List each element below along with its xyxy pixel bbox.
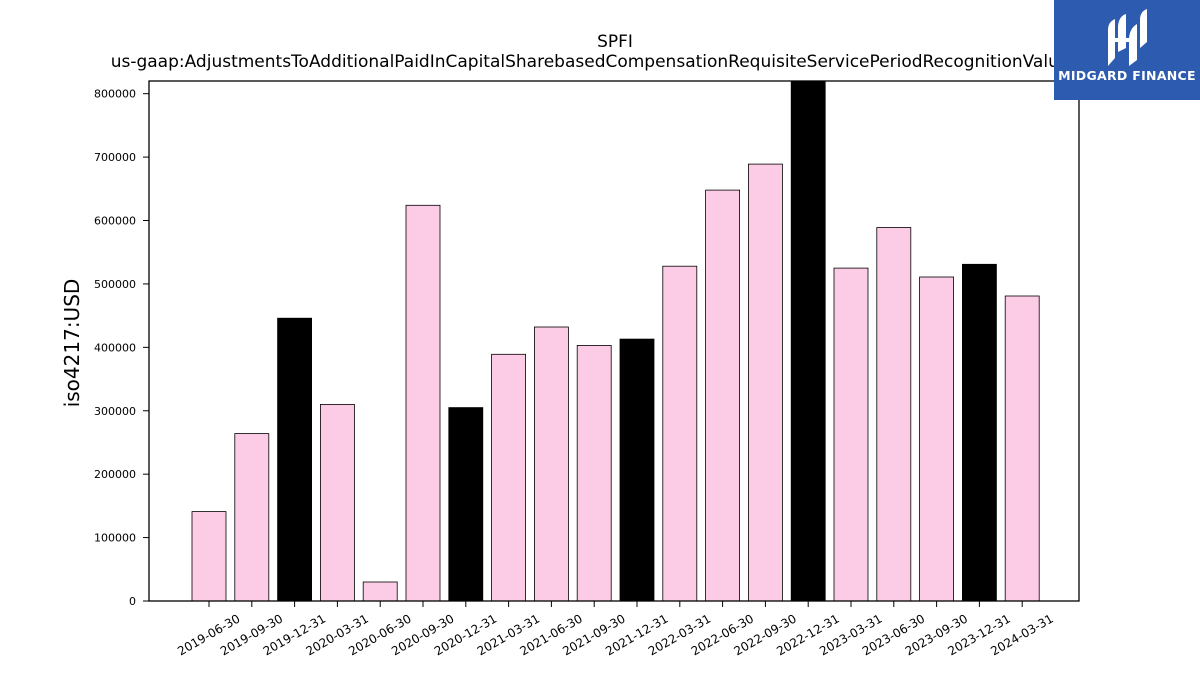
bar-2022-06-30 xyxy=(705,189,740,602)
bar-2021-12-31 xyxy=(619,338,655,602)
y-tick-label: 400000 xyxy=(94,341,136,354)
x-axis: 2019-06-302019-09-302019-12-312020-03-31… xyxy=(175,601,1056,658)
bar-2020-12-31 xyxy=(448,407,484,602)
bar-2023-03-31 xyxy=(833,267,869,602)
bar-2019-12-31 xyxy=(277,317,313,602)
bar-2024-03-31 xyxy=(1004,295,1040,602)
y-tick-label: 100000 xyxy=(94,532,136,545)
bar-2023-09-30 xyxy=(919,276,954,602)
chart-title: SPFI xyxy=(597,32,633,52)
midgard-logo-icon xyxy=(1108,9,1147,66)
bars-group xyxy=(191,80,1040,602)
plot-frame xyxy=(148,80,1080,602)
y-tick-label: 300000 xyxy=(94,405,136,418)
chart-subtitle: us-gaap:AdjustmentsToAdditionalPaidInCap… xyxy=(110,52,1070,72)
bar-2022-03-31 xyxy=(662,265,698,602)
bar-2019-06-30 xyxy=(191,511,227,602)
bar-2022-09-30 xyxy=(748,163,783,602)
bar-2021-06-30 xyxy=(534,326,569,602)
midgard-finance-logo: MIDGARD FINANCE xyxy=(1054,0,1200,100)
y-tick-label: 800000 xyxy=(94,88,136,101)
y-axis: 0 100000 200000 300000 400000 500000 600000 700… xyxy=(94,88,149,608)
y-tick-label: 700000 xyxy=(94,151,136,164)
y-tick-label: 600000 xyxy=(94,215,136,228)
bar-2020-09-30 xyxy=(405,204,441,602)
bar-2023-06-30 xyxy=(876,227,912,602)
bar-2022-12-31 xyxy=(790,80,826,602)
y-tick-label: 500000 xyxy=(94,278,136,291)
bar-2019-09-30 xyxy=(234,433,270,602)
bar-2020-06-30 xyxy=(362,581,398,602)
logo-text: MIDGARD FINANCE xyxy=(1058,68,1196,83)
y-tick-label: 0 xyxy=(129,595,136,608)
bar-2023-12-31 xyxy=(962,263,997,602)
bar-2020-03-31 xyxy=(319,403,355,602)
bar-2021-09-30 xyxy=(576,344,612,602)
bar-2021-03-31 xyxy=(491,353,527,602)
y-tick-label: 200000 xyxy=(94,468,136,481)
